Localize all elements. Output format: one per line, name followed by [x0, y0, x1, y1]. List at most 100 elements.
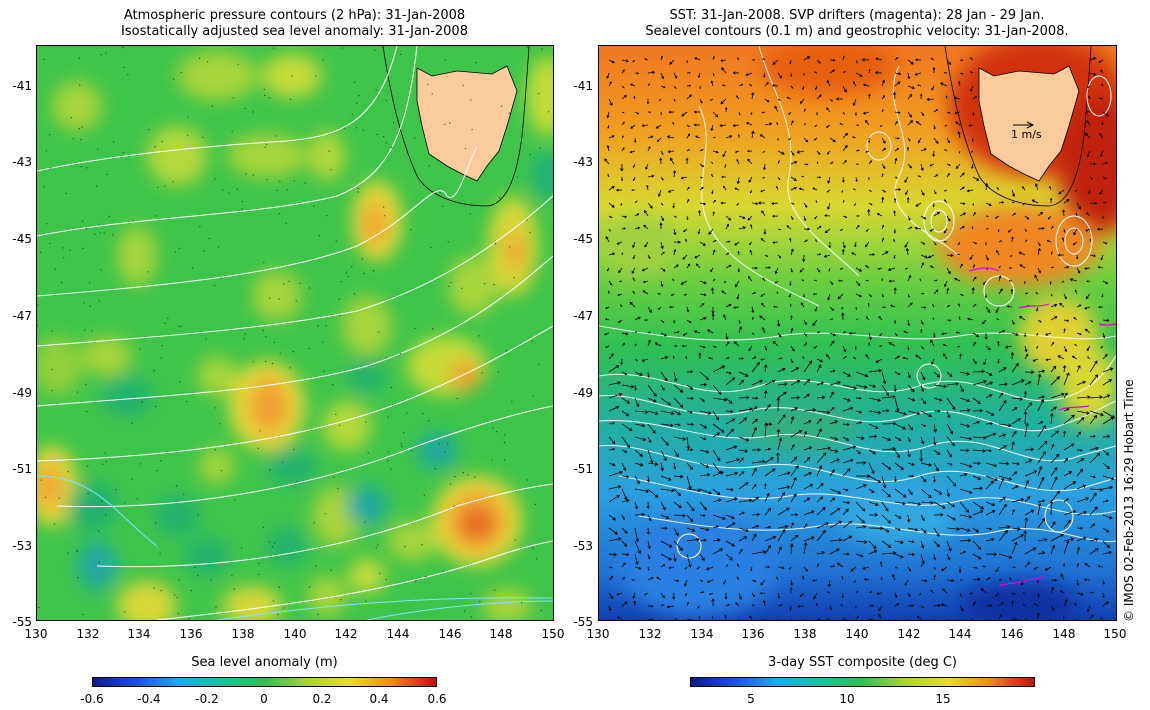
altimeter-dot	[268, 541, 270, 543]
velocity-arrow	[634, 449, 644, 457]
velocity-arrow	[933, 332, 936, 339]
velocity-arrow	[855, 616, 859, 620]
altimeter-dot	[85, 410, 88, 413]
velocity-arrow	[686, 59, 688, 64]
velocity-arrow	[621, 601, 628, 607]
velocity-arrow	[660, 604, 664, 607]
velocity-arrow	[1024, 332, 1027, 338]
velocity-arrow	[712, 432, 721, 438]
velocity-arrow	[751, 332, 755, 335]
velocity-arrow	[699, 579, 704, 582]
velocity-arrow	[699, 449, 710, 454]
velocity-arrow	[772, 241, 779, 244]
velocity-arrow	[762, 277, 766, 282]
velocity-arrow	[853, 356, 857, 360]
velocity-arrow	[983, 358, 987, 366]
velocity-arrow	[634, 410, 649, 415]
altimeter-dot	[390, 146, 393, 149]
velocity-arrow	[686, 475, 692, 490]
velocity-arrow	[771, 84, 779, 88]
altimeter-dot	[377, 544, 379, 546]
velocity-arrow	[725, 522, 736, 529]
velocity-arrow	[608, 252, 616, 256]
velocity-arrow	[1089, 414, 1098, 425]
velocity-arrow	[606, 111, 610, 119]
altimeter-track-dots	[37, 46, 550, 620]
velocity-arrow	[1037, 211, 1044, 217]
velocity-arrow	[763, 483, 767, 490]
altimeter-dot	[313, 205, 315, 207]
velocity-arrow	[865, 119, 870, 126]
velocity-arrow	[1011, 319, 1015, 325]
velocity-arrow	[1063, 293, 1067, 300]
velocity-arrow	[892, 573, 896, 581]
velocity-arrow	[777, 524, 789, 529]
altimeter-dot	[272, 47, 275, 49]
altimeter-dot	[76, 391, 79, 393]
altimeter-dot	[131, 478, 133, 480]
altimeter-dot	[390, 386, 392, 389]
velocity-arrow	[790, 248, 794, 256]
velocity-arrow	[862, 566, 870, 570]
altimeter-dot	[193, 566, 196, 568]
velocity-arrow	[634, 566, 642, 570]
velocity-arrow	[1024, 470, 1038, 477]
velocity-arrow	[881, 237, 885, 243]
velocity-arrow	[608, 470, 623, 477]
velocity-arrow	[998, 445, 1007, 451]
velocity-arrow	[855, 421, 863, 425]
velocity-arrow	[647, 331, 651, 334]
velocity-arrow	[1036, 345, 1039, 349]
velocity-arrow	[894, 157, 898, 165]
altimeter-dot	[385, 357, 387, 359]
velocity-arrow	[725, 252, 730, 256]
left-title-line1: Atmospheric pressure contours (2 hPa): 3…	[123, 8, 466, 23]
velocity-arrow	[647, 566, 650, 572]
velocity-arrow	[668, 566, 675, 569]
velocity-arrow	[906, 514, 911, 523]
altimeter-dot	[46, 223, 48, 225]
altimeter-dot	[495, 431, 498, 433]
velocity-arrow	[959, 172, 965, 178]
velocity-arrow	[748, 176, 753, 183]
velocity-arrow	[1011, 201, 1015, 204]
velocity-arrow	[725, 418, 736, 425]
velocity-arrow	[1033, 603, 1039, 607]
velocity-arrow	[699, 241, 706, 246]
left-lon-tick: 130	[24, 627, 48, 641]
velocity-arrow	[816, 465, 823, 477]
velocity-arrow	[829, 458, 841, 464]
velocity-arrow	[881, 251, 889, 256]
altimeter-dot	[422, 412, 424, 415]
velocity-arrow	[826, 354, 831, 360]
velocity-arrow	[1031, 199, 1039, 204]
altimeter-dot	[399, 53, 402, 56]
velocity-arrow	[621, 342, 626, 347]
velocity-arrow	[894, 332, 898, 337]
velocity-arrow	[878, 605, 883, 612]
velocity-arrow	[699, 371, 710, 381]
velocity-arrow	[608, 405, 620, 412]
left-colorbar-label: Sea level anomaly (m)	[191, 655, 338, 670]
velocity-arrow	[660, 436, 669, 446]
velocity-arrow	[686, 84, 692, 87]
velocity-arrow	[641, 267, 649, 272]
altimeter-dot	[375, 89, 377, 91]
velocity-arrow	[1018, 315, 1026, 321]
altimeter-dot	[105, 52, 107, 54]
velocity-arrow	[1102, 176, 1107, 180]
velocity-arrow	[1089, 475, 1097, 479]
altimeter-dot	[278, 586, 281, 588]
velocity-arrow	[1032, 358, 1039, 362]
velocity-arrow	[659, 222, 663, 230]
velocity-arrow	[802, 254, 806, 263]
velocity-arrow	[765, 565, 771, 569]
velocity-arrow	[932, 303, 935, 308]
velocity-arrow	[764, 254, 769, 257]
altimeter-dot	[529, 231, 531, 234]
velocity-arrow	[686, 462, 694, 470]
velocity-arrow	[632, 59, 636, 63]
right-lon-tick: 142	[897, 627, 921, 641]
altimeter-dot	[79, 84, 81, 86]
velocity-arrow	[772, 340, 779, 347]
